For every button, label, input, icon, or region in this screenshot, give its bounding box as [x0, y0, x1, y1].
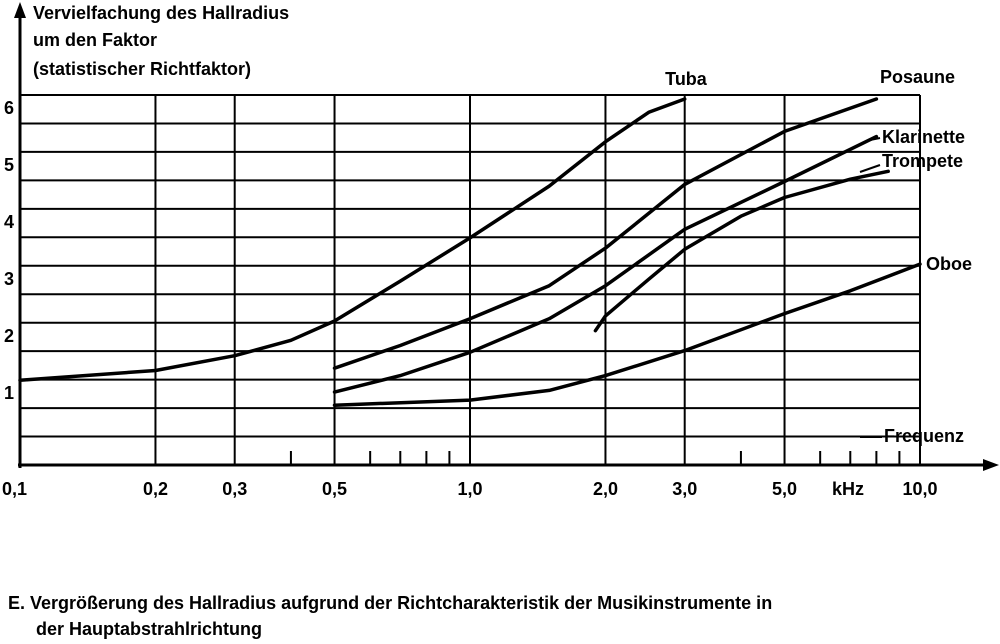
y-axis-label: (statistischer Richtfaktor): [33, 59, 251, 79]
series-label: Posaune: [880, 67, 955, 87]
x-axis-label: Frequenz: [884, 426, 964, 446]
line-series: [332, 134, 879, 394]
y-tick-label: 6: [4, 98, 14, 118]
caption: E. Vergrößerung des Hallradius aufgrund …: [8, 593, 772, 613]
x-tick-label: 0,2: [143, 479, 168, 499]
y-axis-label: Vervielfachung des Hallradius: [33, 3, 289, 23]
x-tick-label: 10,0: [902, 479, 937, 499]
leader-line: [869, 137, 881, 141]
y-tick-label: 5: [4, 155, 14, 175]
y-tick-label: 2: [4, 326, 14, 346]
y-tick-label: 3: [4, 269, 14, 289]
x-tick-label: 0,5: [322, 479, 347, 499]
x-tick-label: 1,0: [457, 479, 482, 499]
y-tick-label: 1: [4, 383, 14, 403]
y-axis-label: um den Faktor: [33, 30, 157, 50]
series-label: Oboe: [926, 254, 972, 274]
x-tick-label: 5,0: [772, 479, 797, 499]
x-tick-label: 2,0: [593, 479, 618, 499]
line-series: [593, 169, 890, 333]
line-series: [332, 262, 922, 407]
x-axis-arrow: [983, 459, 999, 471]
x-tick-label: 3,0: [672, 479, 697, 499]
y-axis-arrow: [14, 2, 26, 18]
x-tick-label: 0,1: [2, 479, 27, 499]
series-label: Tuba: [665, 69, 708, 89]
x-tick-label: 0,3: [222, 479, 247, 499]
y-tick-label: 4: [4, 212, 14, 232]
x-unit-label: kHz: [832, 479, 864, 499]
series-label: Klarinette: [882, 127, 965, 147]
line-series: [332, 97, 879, 370]
caption: der Hauptabstrahlrichtung: [36, 619, 262, 639]
series-label: Trompete: [882, 151, 963, 171]
leader-line: [859, 164, 881, 173]
line-series: [18, 97, 687, 382]
